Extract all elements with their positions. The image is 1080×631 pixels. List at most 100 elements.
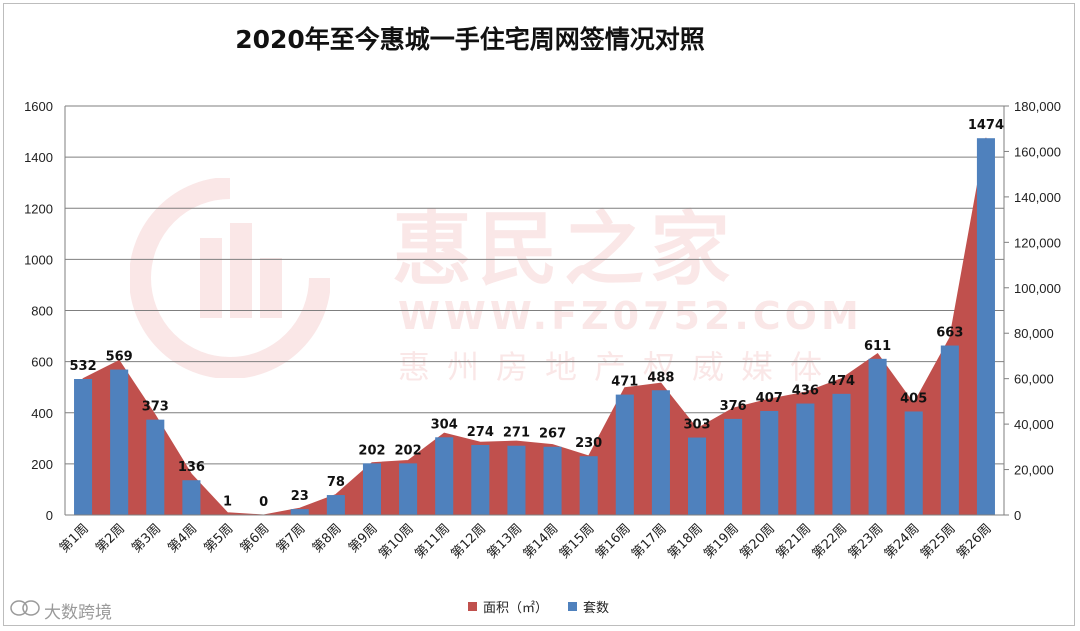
chart-title: 2020年至今惠城一手住宅周网签情况对照 — [235, 25, 705, 54]
y-right-tick-label: 100,000 — [1014, 281, 1061, 296]
bar-data-label: 1 — [223, 495, 232, 510]
bar-data-label: 1474 — [968, 118, 1004, 133]
x-tick-label: 第26周 — [954, 521, 995, 562]
x-tick-label: 第1周 — [57, 521, 92, 556]
x-tick-label: 第24周 — [882, 521, 923, 562]
bar-data-label: 663 — [936, 326, 963, 341]
x-tick-label: 第20周 — [737, 521, 778, 562]
x-tick-label: 第19周 — [701, 521, 742, 562]
y-left-tick-label: 1200 — [24, 201, 53, 216]
bar-data-label: 303 — [683, 418, 710, 433]
bar — [326, 495, 345, 515]
bar — [507, 445, 526, 515]
chat-bubble-icon — [10, 599, 40, 622]
x-tick-label: 第5周 — [202, 521, 237, 556]
bar-data-label: 136 — [178, 460, 205, 475]
watermark-main: 惠民之家 — [392, 203, 736, 296]
legend-area-swatch — [468, 602, 477, 611]
y-right-tick-label: 160,000 — [1014, 144, 1061, 159]
bar-data-label: 471 — [611, 375, 638, 390]
bar — [543, 446, 562, 515]
bar-data-label: 436 — [792, 384, 819, 399]
watermark-logo — [129, 177, 331, 382]
x-tick-label: 第14周 — [521, 521, 562, 562]
bar — [760, 410, 779, 515]
bar — [976, 138, 995, 516]
bar — [146, 419, 165, 515]
bar-data-label: 202 — [395, 443, 422, 458]
bar — [832, 393, 851, 515]
y-left-tick-label: 400 — [31, 406, 53, 421]
y-right-tick-label: 80,000 — [1014, 326, 1054, 341]
bar-data-label: 376 — [720, 399, 747, 414]
legend-count-label: 套数 — [583, 601, 610, 616]
bar — [687, 437, 707, 515]
y-right-tick-label: 40,000 — [1014, 417, 1054, 432]
bar-data-label: 474 — [828, 374, 855, 389]
bar-data-label: 230 — [575, 436, 602, 451]
y-left-tick-label: 1000 — [24, 252, 53, 267]
bar — [290, 509, 309, 515]
chart-legend: 面积（㎡） 套数 — [468, 597, 609, 616]
bar — [182, 480, 201, 515]
y-left-tick-label: 0 — [46, 508, 53, 523]
watermark-subtitle: 惠州房地产权威媒体 — [398, 348, 840, 386]
x-tick-label: 第2周 — [93, 521, 128, 556]
bar-data-label: 532 — [69, 359, 96, 374]
x-tick-label: 第11周 — [412, 521, 453, 562]
bar-data-label: 267 — [539, 427, 566, 442]
chart-frame — [3, 3, 1075, 626]
bar-data-label: 23 — [291, 489, 309, 504]
bar — [399, 463, 418, 515]
y-right-tick-label: 60,000 — [1014, 372, 1054, 387]
bar — [471, 444, 490, 515]
bar — [651, 390, 670, 515]
x-tick-label: 第4周 — [165, 521, 200, 556]
bar — [724, 418, 743, 515]
legend-count-swatch — [568, 602, 578, 611]
bar-data-label: 569 — [106, 350, 133, 365]
bar-data-label: 202 — [358, 443, 385, 458]
watermark-url: WWW.FZ0752.COM — [398, 294, 863, 338]
bar — [110, 369, 129, 515]
bar-data-label: 274 — [467, 425, 494, 440]
credit-text: 大数跨境 — [44, 603, 112, 623]
x-tick-label: 第8周 — [310, 521, 345, 556]
x-tick-label: 第25周 — [918, 521, 959, 562]
bar — [435, 437, 454, 515]
y-right-tick-label: 20,000 — [1014, 463, 1054, 478]
bar-data-label: 78 — [327, 475, 345, 490]
y-left-tick-label: 200 — [31, 457, 53, 472]
x-tick-label: 第13周 — [485, 521, 526, 562]
bar-data-label: 407 — [756, 391, 783, 406]
y-right-tick-label: 180,000 — [1014, 99, 1061, 114]
x-tick-label: 第17周 — [629, 521, 670, 562]
bar — [362, 463, 382, 515]
x-tick-label: 第18周 — [665, 521, 706, 562]
bar — [796, 403, 815, 515]
x-tick-label: 第21周 — [774, 521, 815, 562]
y-right-tick-label: 140,000 — [1014, 190, 1061, 205]
y-right-tick-label: 120,000 — [1014, 235, 1061, 250]
bar — [940, 345, 959, 515]
bar-data-label: 0 — [259, 495, 268, 510]
x-tick-label: 第10周 — [376, 521, 417, 562]
y-left-tick-label: 1600 — [24, 99, 53, 114]
area-series-面积 — [82, 137, 987, 516]
y-left-tick-label: 800 — [31, 304, 53, 319]
y-left-tick-label: 600 — [31, 355, 53, 370]
x-tick-label: 第15周 — [557, 521, 598, 562]
x-tick-label: 第6周 — [238, 521, 273, 556]
x-tick-label: 第22周 — [810, 521, 851, 562]
credit-badge: 大数跨境 — [10, 598, 112, 623]
bar — [868, 358, 887, 515]
bar-data-label: 488 — [647, 370, 674, 385]
bar — [904, 411, 923, 515]
x-tick-label: 第23周 — [846, 521, 887, 562]
bar — [615, 394, 634, 515]
y-left-tick-label: 1400 — [24, 150, 53, 165]
x-tick-label: 第16周 — [593, 521, 634, 562]
bar-data-label: 373 — [142, 400, 169, 415]
bar — [74, 379, 93, 515]
